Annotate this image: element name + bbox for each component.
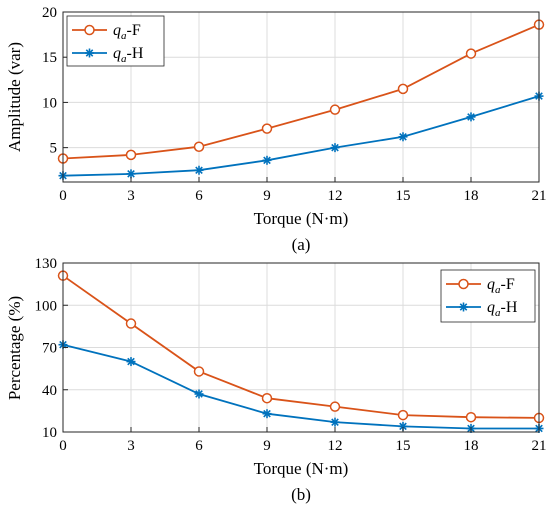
x-tick-label-a: 18 bbox=[464, 188, 479, 204]
legend-a: qa-F qa-H bbox=[66, 15, 165, 67]
series-line-qa-F-a bbox=[62, 23, 540, 160]
legend-marker-qa-F-b bbox=[458, 278, 469, 290]
data-point-qa-F-b bbox=[125, 318, 137, 329]
x-axis-label-a: Torque (N·m) bbox=[254, 209, 349, 228]
data-point-qa-H-b bbox=[262, 409, 272, 419]
x-tick-label-a: 3 bbox=[127, 188, 135, 204]
legend-marker-qa-F-a bbox=[84, 24, 95, 36]
y-tick-label-b: 10 bbox=[42, 425, 57, 441]
axes-box-a bbox=[62, 11, 540, 183]
x-tick-label-b: 15 bbox=[396, 438, 411, 454]
data-point-qa-H-a bbox=[398, 132, 408, 142]
y-tick-label-a: 20 bbox=[42, 5, 57, 21]
y-axis-label-a: Amplitude (var) bbox=[5, 42, 24, 152]
legend-label-qa-H-a: qa-H bbox=[113, 45, 144, 65]
data-point-qa-H-a bbox=[466, 112, 476, 122]
data-point-qa-F-b bbox=[397, 409, 409, 421]
x-tick-label-b: 6 bbox=[195, 438, 203, 454]
y-axis-label-b: Percentage (%) bbox=[5, 296, 24, 400]
legend-box-a bbox=[66, 15, 165, 67]
data-point-qa-H-b bbox=[330, 417, 340, 427]
data-point-qa-H-b bbox=[398, 421, 408, 431]
y-tick-label-b: 70 bbox=[42, 341, 57, 357]
legend-marker-qa-H-a bbox=[85, 48, 94, 58]
x-ticks-a: 0 3 6 9 12 15 18 21 bbox=[59, 177, 547, 204]
data-point-qa-H-b bbox=[194, 389, 204, 399]
data-point-qa-H-a bbox=[194, 165, 204, 175]
y-tick-label-b: 100 bbox=[35, 298, 58, 314]
y-ticks-a: 5 10 15 20 bbox=[42, 5, 68, 157]
x-tick-label-a: 9 bbox=[263, 188, 271, 204]
x-tick-label-a: 15 bbox=[396, 188, 411, 204]
y-tick-label-a: 15 bbox=[42, 50, 57, 66]
x-tick-label-b: 0 bbox=[59, 438, 67, 454]
x-tick-label-a: 0 bbox=[59, 188, 67, 204]
x-tick-label-b: 21 bbox=[532, 438, 547, 454]
data-point-qa-H-a bbox=[262, 155, 272, 165]
series-line-qa-H-a bbox=[62, 95, 540, 177]
data-point-qa-F-a bbox=[261, 123, 273, 134]
data-point-qa-F-a bbox=[193, 141, 205, 152]
series-layer-a bbox=[57, 19, 545, 181]
data-point-qa-F-b bbox=[465, 411, 477, 423]
data-point-qa-F-a bbox=[397, 83, 409, 95]
data-point-qa-H-b bbox=[126, 357, 136, 367]
data-point-qa-H-a bbox=[330, 143, 340, 153]
legend-box-b bbox=[440, 269, 536, 323]
x-tick-label-a: 12 bbox=[328, 188, 343, 204]
data-point-qa-H-a bbox=[126, 169, 136, 179]
x-tick-label-a: 21 bbox=[532, 188, 547, 204]
data-point-qa-F-a bbox=[329, 104, 341, 115]
series-line-qa-F-b bbox=[62, 274, 540, 419]
chart-panel-a: 0 3 6 9 12 15 18 21 5 10 15 20 Torque (N·m) Amplit… bbox=[5, 5, 547, 254]
series-line-qa-H-b bbox=[62, 343, 539, 430]
x-tick-label-b: 18 bbox=[464, 438, 479, 454]
chart-panel-b: 0 3 6 9 12 15 18 21 10 40 70 100 130 Torque (N·m) P… bbox=[5, 256, 547, 504]
data-point-qa-F-b bbox=[329, 401, 341, 412]
x-tick-label-b: 3 bbox=[127, 438, 135, 454]
y-tick-label-a: 10 bbox=[42, 95, 57, 111]
x-tick-label-b: 12 bbox=[328, 438, 343, 454]
data-point-qa-F-b bbox=[193, 366, 205, 377]
legend-label-qa-F-b: qa-F bbox=[487, 276, 515, 296]
legend-b: qa-F qa-H bbox=[440, 269, 536, 323]
legend-marker-qa-H-b bbox=[459, 302, 468, 312]
x-tick-label-b: 9 bbox=[263, 438, 271, 454]
x-ticks-b: 0 3 6 9 12 15 18 21 bbox=[59, 427, 547, 454]
y-ticks-b: 10 40 70 100 130 bbox=[35, 256, 68, 441]
x-axis-label-b: Torque (N·m) bbox=[254, 459, 349, 478]
y-tick-label-b: 40 bbox=[42, 383, 57, 399]
legend-label-qa-F-a: qa-F bbox=[113, 22, 141, 42]
caption-a: (a) bbox=[292, 235, 311, 254]
caption-b: (b) bbox=[291, 485, 311, 504]
x-tick-label-a: 6 bbox=[195, 188, 203, 204]
data-point-qa-F-b bbox=[261, 392, 273, 404]
y-tick-label-a: 5 bbox=[50, 141, 58, 157]
data-point-qa-F-a bbox=[125, 149, 137, 161]
data-point-qa-F-a bbox=[465, 48, 477, 59]
legend-label-qa-H-b: qa-H bbox=[487, 299, 518, 319]
y-tick-label-b: 130 bbox=[35, 256, 58, 272]
